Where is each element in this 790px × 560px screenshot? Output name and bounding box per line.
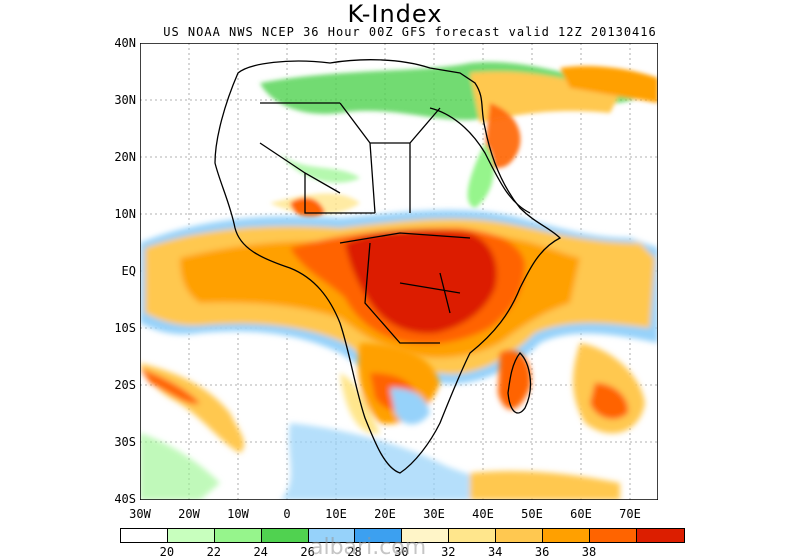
colorbar-swatch	[355, 529, 403, 542]
colorbar-label: 24	[253, 545, 268, 559]
colorbar-swatch	[214, 529, 262, 542]
colorbar-swatch	[496, 529, 544, 542]
colorbar-label: 32	[441, 545, 456, 559]
y-tick-label: 40N	[114, 36, 136, 50]
colorbar-swatch	[121, 529, 168, 542]
colorbar-swatch	[402, 529, 450, 542]
colorbar	[120, 528, 685, 543]
colorbar-label: 34	[487, 545, 503, 559]
colorbar-swatch	[261, 529, 309, 542]
colorbar-label: 26	[300, 545, 315, 559]
y-tick-label: 20N	[114, 150, 136, 164]
y-tick-label: 30S	[114, 435, 136, 449]
y-tick-label: 10S	[114, 321, 136, 335]
map-subtitle: US NOAA NWS NCEP 36 Hour 00Z GFS forecas…	[163, 25, 657, 39]
x-tick-label: 20W	[178, 507, 200, 521]
map-plot-area	[140, 43, 658, 500]
y-tick-label: 20S	[114, 378, 136, 392]
x-tick-label: 10W	[227, 507, 249, 521]
colorbar-label: 22	[206, 545, 222, 559]
colorbar-label: 36	[534, 545, 550, 559]
y-tick-label: 30N	[114, 93, 136, 107]
colorbar-label: 30	[394, 545, 409, 559]
watermark: albari.com	[310, 535, 427, 560]
x-tick-label: 70E	[619, 507, 641, 521]
x-tick-label: 60E	[570, 507, 592, 521]
colorbar-label: 38	[581, 545, 597, 559]
colorbar-label: 20	[159, 545, 175, 559]
colorbar-swatch	[167, 529, 215, 542]
k-index-map	[140, 43, 658, 500]
colorbar-swatch	[543, 529, 590, 542]
x-tick-label: 30W	[129, 507, 151, 521]
y-tick-label: 10N	[114, 207, 136, 221]
y-tick-label: EQ	[121, 264, 136, 278]
k-index-field	[140, 62, 658, 500]
x-tick-label: 20E	[374, 507, 396, 521]
colorbar-swatch	[449, 529, 497, 542]
y-tick-label: 40S	[114, 492, 136, 506]
map-title: K-Index	[347, 0, 443, 28]
colorbar-label: 28	[347, 545, 362, 559]
colorbar-swatch	[589, 529, 637, 542]
x-tick-label: 10E	[325, 507, 347, 521]
x-tick-label: 0	[283, 507, 291, 521]
colorbar-swatch	[308, 529, 356, 542]
x-tick-label: 30E	[423, 507, 445, 521]
coastlines	[214, 59, 562, 474]
colorbar-swatch	[636, 529, 684, 542]
x-tick-label: 50E	[521, 507, 543, 521]
x-tick-label: 40E	[472, 507, 494, 521]
